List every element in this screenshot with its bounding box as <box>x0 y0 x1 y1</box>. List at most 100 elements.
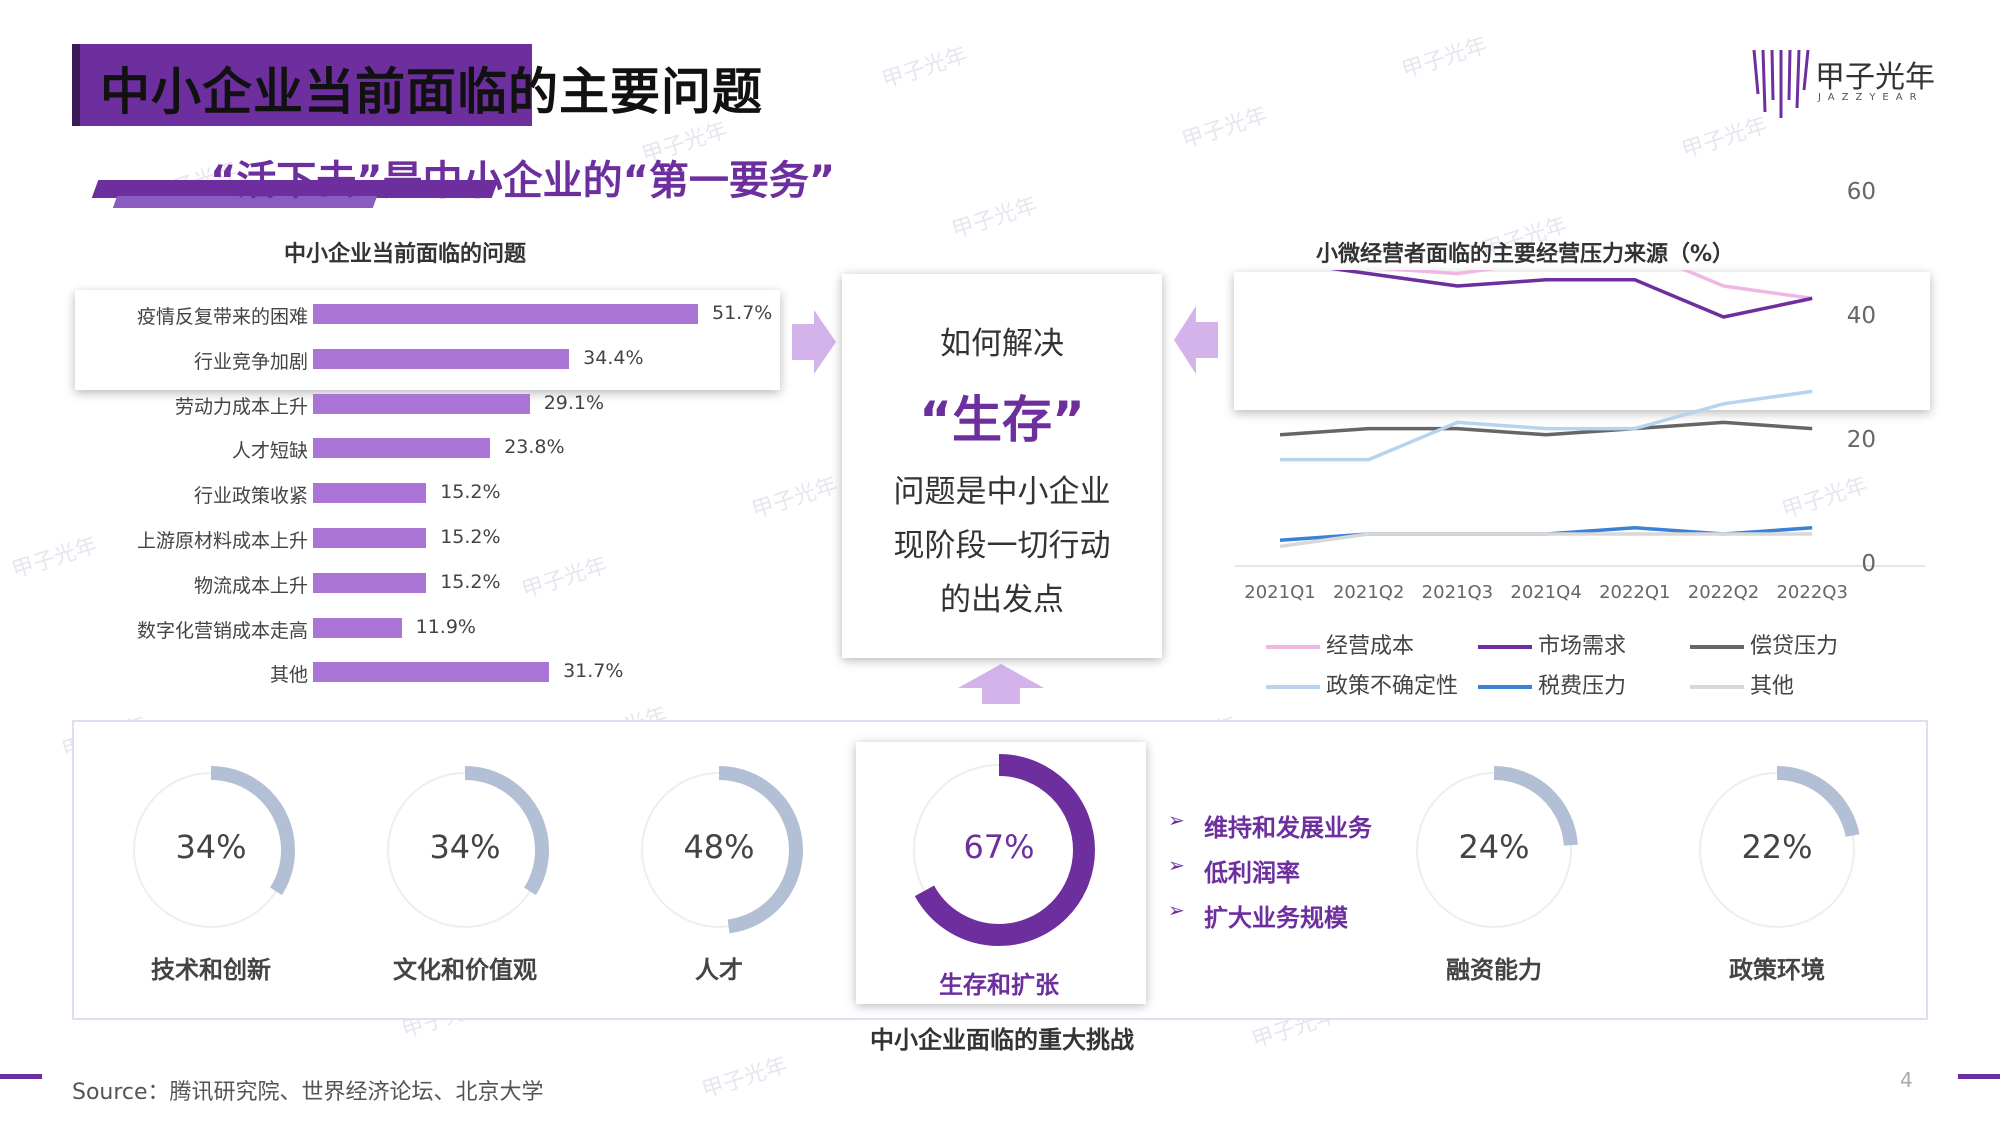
bar <box>313 617 402 638</box>
donut-chart <box>903 754 1095 946</box>
bullet-arrow-icon: ➢ <box>1168 898 1185 922</box>
logo-text: 甲子光年 <box>1815 60 1935 95</box>
series-line <box>1280 389 1813 462</box>
bullet-item: 维持和发展业务 <box>1204 814 1372 842</box>
donut-chart <box>1693 766 1861 934</box>
legend-item: 市场需求 <box>1478 628 1626 660</box>
bar <box>313 662 550 683</box>
donut-chart <box>635 766 803 934</box>
arrow-left-icon <box>1174 306 1218 374</box>
bullet-item: 低利润率 <box>1204 859 1300 887</box>
donut-percent: 48% <box>683 828 755 866</box>
bar <box>313 572 427 593</box>
logo-icon <box>1752 49 1810 118</box>
donut-chart <box>381 766 549 934</box>
bar-value-label: 29.1% <box>543 391 605 414</box>
bar-value-label: 34.4% <box>583 346 644 369</box>
bar-category-label: 劳动力成本上升 <box>174 395 308 418</box>
donut-label: 文化和价值观 <box>393 956 537 984</box>
x-tick-label: 2021Q2 <box>1332 582 1405 603</box>
legend-swatch <box>1478 685 1532 689</box>
bar-value-label: 23.8% <box>504 436 565 459</box>
bar-value-label: 15.2% <box>440 481 501 504</box>
x-tick-label: 2021Q3 <box>1421 582 1494 603</box>
donut-percent: 24% <box>1458 828 1530 866</box>
x-tick-label: 2022Q3 <box>1776 582 1848 603</box>
legend-item: 政策不确定性 <box>1266 668 1458 700</box>
bar <box>313 483 427 504</box>
series-line <box>1279 532 1813 549</box>
y-tick-label: 60 <box>1846 179 1876 205</box>
donut-arc <box>127 766 295 934</box>
bar-value-label: 31.7% <box>563 660 624 683</box>
center-highlight: “生存” <box>919 391 1085 449</box>
bar-chart-title: 中小企业当前面临的问题 <box>284 242 527 267</box>
legend-swatch <box>1690 685 1744 689</box>
bar-category-label: 物流成本上升 <box>193 574 308 597</box>
bar-value-label: 51.7% <box>712 302 773 324</box>
bar-value-label: 15.2% <box>440 526 501 548</box>
donut-arc <box>381 766 549 934</box>
center-callout-box <box>842 274 1162 658</box>
legend-label: 政策不确定性 <box>1326 674 1459 699</box>
series-line <box>1279 420 1813 437</box>
arrow-up-icon <box>958 664 1044 704</box>
donut-arc <box>635 766 803 934</box>
donut-chart <box>1410 766 1578 934</box>
title-bar <box>72 44 532 126</box>
donut-arc <box>1693 766 1861 934</box>
watermark-text: 甲子光年 <box>699 1052 791 1104</box>
donut-label: 人才 <box>695 956 743 984</box>
bar-category-label: 数字化营销成本走高 <box>136 619 308 642</box>
bar-category-label: 疫情反复带来的困难 <box>136 306 308 328</box>
page-number: 4 <box>1900 1068 1913 1092</box>
footer-accent-left <box>0 1074 42 1079</box>
legend-swatch <box>1266 685 1320 689</box>
bar-value-label: 11.9% <box>415 615 476 638</box>
bar-category-label: 行业政策收紧 <box>193 485 308 508</box>
watermark-text: 甲子光年 <box>879 42 971 94</box>
donut-label: 政策环境 <box>1729 956 1825 984</box>
x-tick-label: 2022Q1 <box>1599 582 1671 603</box>
bar-category-label: 行业竞争加剧 <box>193 350 308 373</box>
line-chart <box>1235 270 1925 567</box>
bar-value-label: 15.2% <box>440 570 501 593</box>
legend-item: 税费压力 <box>1478 668 1626 700</box>
series-line <box>1380 270 1813 301</box>
donut-chart <box>127 766 295 934</box>
donut-percent: 34% <box>429 828 501 866</box>
x-tick-label: 2021Q4 <box>1510 582 1582 603</box>
legend-label: 税费压力 <box>1538 674 1627 699</box>
series-line <box>1330 270 1813 319</box>
source-note: Source：腾讯研究院、世界经济论坛、北京大学 <box>72 1080 544 1105</box>
watermark-text: 甲子光年 <box>749 472 841 524</box>
bullet-item: 扩大业务规模 <box>1204 904 1348 932</box>
arrow-right-icon <box>792 310 836 374</box>
x-tick-label: 2021Q1 <box>1244 582 1316 603</box>
subtitle: “活下去”是中小企业的“第一要务” <box>210 158 836 204</box>
legend-item: 其他 <box>1690 668 1794 700</box>
bar <box>313 348 570 369</box>
watermark-text: 甲子光年 <box>949 192 1041 244</box>
bar <box>313 304 698 324</box>
center-text-2: 问题是中小企业 <box>893 474 1111 510</box>
logo-subtext: JAZZYEAR <box>1818 92 1924 103</box>
center-text-4: 的出发点 <box>940 582 1064 618</box>
legend-label: 市场需求 <box>1538 634 1627 659</box>
line-highlight-card <box>1234 272 1930 410</box>
donut-label: 技术和创新 <box>151 956 271 984</box>
y-tick-label: 40 <box>1846 303 1876 329</box>
y-tick-label: 0 <box>1861 551 1876 577</box>
donut-label: 融资能力 <box>1446 956 1542 984</box>
donut-percent: 22% <box>1741 828 1813 866</box>
watermark-text: 甲子光年 <box>1399 32 1491 84</box>
bar <box>313 438 491 459</box>
bullet-arrow-icon: ➢ <box>1168 808 1185 832</box>
legend-label: 偿贷压力 <box>1750 634 1839 659</box>
title-bar-edge <box>72 44 80 126</box>
legend-label: 其他 <box>1750 674 1795 699</box>
bar-category-label: 上游原材料成本上升 <box>136 530 308 552</box>
donut-percent: 34% <box>175 828 247 866</box>
donut-arc <box>1410 766 1578 934</box>
line-chart-title: 小微经营者面临的主要经营压力来源（%） <box>1316 242 1735 267</box>
